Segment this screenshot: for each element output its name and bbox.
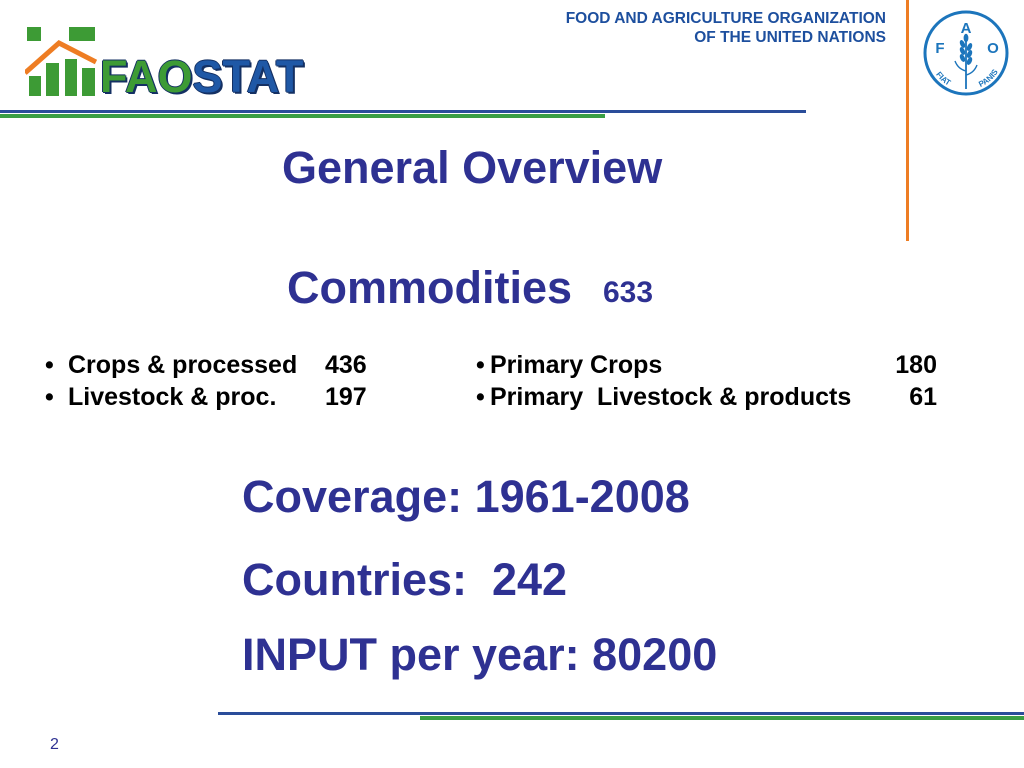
commodities-label: Commodities [287,262,573,313]
list-item-value: 180 [895,351,937,379]
faostat-wordmark: FAOSTAT [100,54,303,99]
page-number: 2 [50,736,59,753]
wordmark-stat: STAT [192,51,304,102]
list-item-label: Primary Crops [490,351,663,379]
footer-rule-green [420,716,1024,720]
commodities-total: 633 [603,276,654,309]
footer-rule-blue [218,712,1024,715]
organization-name-line2: OF THE UNITED NATIONS [694,29,886,46]
countries-text: Countries: 242 [242,554,568,605]
list-item-value: 436 [325,351,367,379]
logo-bar [65,59,77,96]
emblem-letter-f: F [935,40,944,57]
logo-top-bar [69,27,95,41]
bullet-glyph: • [45,383,54,411]
logo-bar [46,63,59,96]
emblem-letter-a: A [961,20,972,37]
logo-roof-line [25,39,97,75]
bullet-glyph: • [476,351,485,379]
list-item-label: Livestock & proc. [68,383,277,411]
faostat-logo: FAOSTAT [25,24,317,99]
coverage-text: Coverage: 1961-2008 [242,471,690,522]
wordmark-fao: FAO [100,51,193,102]
input-per-year-text: INPUT per year: 80200 [242,629,718,680]
bullet-glyph: • [476,383,485,411]
logo-bar [82,68,95,96]
slide-title: General Overview [282,142,663,193]
logo-square [27,27,41,41]
emblem-letter-o: O [987,40,999,57]
list-item-label: Primary Livestock & products [490,383,852,411]
header-rule-blue [0,110,806,113]
fao-emblem-icon: A F O FIAT PANIS [923,10,1009,96]
faostat-house-chart-icon [25,27,97,96]
header-vertical-divider [906,0,909,241]
list-item-value: 197 [325,383,367,411]
wheat-icon [954,33,978,89]
list-item-label: Crops & processed [68,351,298,379]
organization-name-line1: FOOD AND AGRICULTURE ORGANIZATION [565,10,886,27]
header-rule-green [0,114,605,118]
bullet-glyph: • [45,351,54,379]
logo-bar [29,76,41,96]
list-item-value: 61 [909,383,937,411]
